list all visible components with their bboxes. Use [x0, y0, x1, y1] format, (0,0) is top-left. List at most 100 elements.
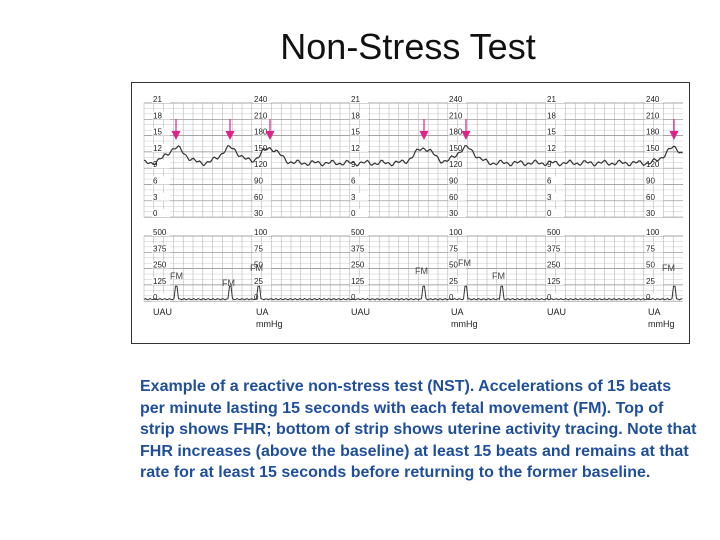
scale-bg — [448, 95, 466, 103]
scale-bg — [253, 260, 271, 269]
ua-left-scale-label: 0 — [351, 293, 356, 302]
scale-bg — [253, 192, 271, 201]
scale-bg — [152, 192, 170, 201]
fhr-right-scale-label: 180 — [449, 128, 463, 137]
ua-right-scale-label: 50 — [646, 261, 655, 270]
fhr-right-scale-label: 120 — [254, 160, 268, 169]
scale-bg — [152, 260, 170, 269]
ua-left-scale-label: 250 — [547, 261, 561, 270]
fhr-right-scale-label: 150 — [254, 144, 268, 153]
scale-bg — [253, 293, 271, 302]
ua-left-scale-label: 250 — [153, 261, 167, 270]
fm-arrow-head — [225, 131, 235, 140]
fhr-right-scale-label: 240 — [646, 95, 660, 104]
scale-bg — [546, 260, 564, 269]
scale-bg — [152, 276, 170, 285]
scale-bg — [645, 176, 663, 185]
fhr-left-scale-label: 6 — [547, 177, 552, 186]
scale-bg — [448, 176, 466, 185]
ua-right-unit-label-2: mmHg — [451, 319, 478, 329]
scale-bg — [546, 95, 564, 103]
scale-bg — [253, 176, 271, 185]
scale-bg — [645, 111, 663, 120]
scale-bg — [546, 176, 564, 185]
scale-bg — [350, 209, 368, 218]
fhr-left-scale-label: 21 — [153, 95, 162, 104]
scale-bg — [448, 160, 466, 169]
scale-bg — [645, 260, 663, 269]
ua-right-scale-label: 25 — [646, 277, 655, 286]
fhr-right-scale-label: 210 — [254, 111, 268, 120]
scale-bg — [152, 127, 170, 136]
scale-bg — [645, 244, 663, 253]
scale-bg — [253, 160, 271, 169]
scale-bg — [253, 209, 271, 218]
ua-left-scale-label: 375 — [547, 244, 561, 253]
fhr-right-scale-label: 90 — [449, 177, 458, 186]
fhr-left-scale-label: 0 — [547, 209, 552, 218]
scale-bg — [350, 276, 368, 285]
scale-bg — [350, 143, 368, 152]
fhr-left-scale-label: 18 — [153, 111, 162, 120]
ua-left-scale-label: 500 — [547, 228, 561, 237]
ua-left-unit-label: UAU — [153, 307, 172, 317]
ua-left-scale-label: 375 — [153, 244, 167, 253]
scale-bg — [448, 276, 466, 285]
ua-left-scale-label: 250 — [351, 261, 365, 270]
fhr-left-scale-label: 15 — [153, 128, 162, 137]
scale-bg — [253, 95, 271, 103]
fm-label: FM — [662, 263, 675, 273]
fhr-right-scale-label: 60 — [646, 193, 655, 202]
scale-bg — [546, 228, 564, 236]
scale-bg — [546, 111, 564, 120]
fhr-left-scale-label: 0 — [351, 209, 356, 218]
fhr-right-scale-label: 180 — [254, 128, 268, 137]
scale-bg — [350, 95, 368, 103]
ua-right-scale-label: 75 — [646, 244, 655, 253]
ua-right-unit-label-2: mmHg — [648, 319, 675, 329]
fhr-left-scale-label: 21 — [547, 95, 556, 104]
ua-right-unit-label: UA — [256, 307, 269, 317]
scale-bg — [152, 95, 170, 103]
ua-left-unit-label: UAU — [547, 307, 566, 317]
fhr-right-scale-label: 150 — [646, 144, 660, 153]
fhr-right-scale-label: 60 — [254, 193, 263, 202]
scale-bg — [645, 95, 663, 103]
scale-bg — [645, 143, 663, 152]
fhr-left-scale-label: 21 — [351, 95, 360, 104]
fhr-right-scale-label: 30 — [254, 209, 263, 218]
scale-bg — [645, 209, 663, 218]
fhr-right-scale-label: 120 — [449, 160, 463, 169]
ua-left-scale-label: 375 — [351, 244, 365, 253]
ua-right-unit-label: UA — [451, 307, 464, 317]
fhr-left-scale-label: 3 — [351, 193, 356, 202]
fm-label: FM — [458, 258, 471, 268]
ua-right-scale-label: 75 — [254, 244, 263, 253]
ua-right-scale-label: 75 — [449, 244, 458, 253]
fhr-right-scale-label: 30 — [449, 209, 458, 218]
ua-trace — [143, 285, 683, 301]
fm-arrow-head — [461, 131, 471, 140]
ctg-strip-frame: 21 18 15 12 9 6 3 0 500 375 250 125 0 UAU 21 18 15 12 9 6 3 0… — [131, 82, 690, 344]
ua-right-scale-label: 50 — [449, 261, 458, 270]
fhr-right-scale-label: 210 — [449, 111, 463, 120]
fhr-left-scale-label: 12 — [153, 144, 162, 153]
fhr-left-scale-label: 12 — [351, 144, 360, 153]
scale-bg — [152, 160, 170, 169]
scale-bg — [448, 143, 466, 152]
ua-right-scale-label: 100 — [449, 228, 463, 237]
slide-title: Non-Stress Test — [280, 26, 536, 67]
ua-right-unit-label: UA — [648, 307, 661, 317]
fhr-right-scale-label: 60 — [449, 193, 458, 202]
scale-bg — [253, 244, 271, 253]
fhr-right-scale-label: 240 — [254, 95, 268, 104]
fhr-right-scale-label: 90 — [646, 177, 655, 186]
fhr-left-scale-label: 0 — [153, 209, 158, 218]
fm-label: FM — [415, 266, 428, 276]
ua-right-scale-label: 25 — [449, 277, 458, 286]
scale-bg — [253, 143, 271, 152]
scale-bg — [645, 276, 663, 285]
ua-left-scale-label: 500 — [351, 228, 365, 237]
scale-bg — [546, 160, 564, 169]
ctg-strip-chart: 2118151296305003752501250UAU211815129630… — [143, 95, 683, 329]
